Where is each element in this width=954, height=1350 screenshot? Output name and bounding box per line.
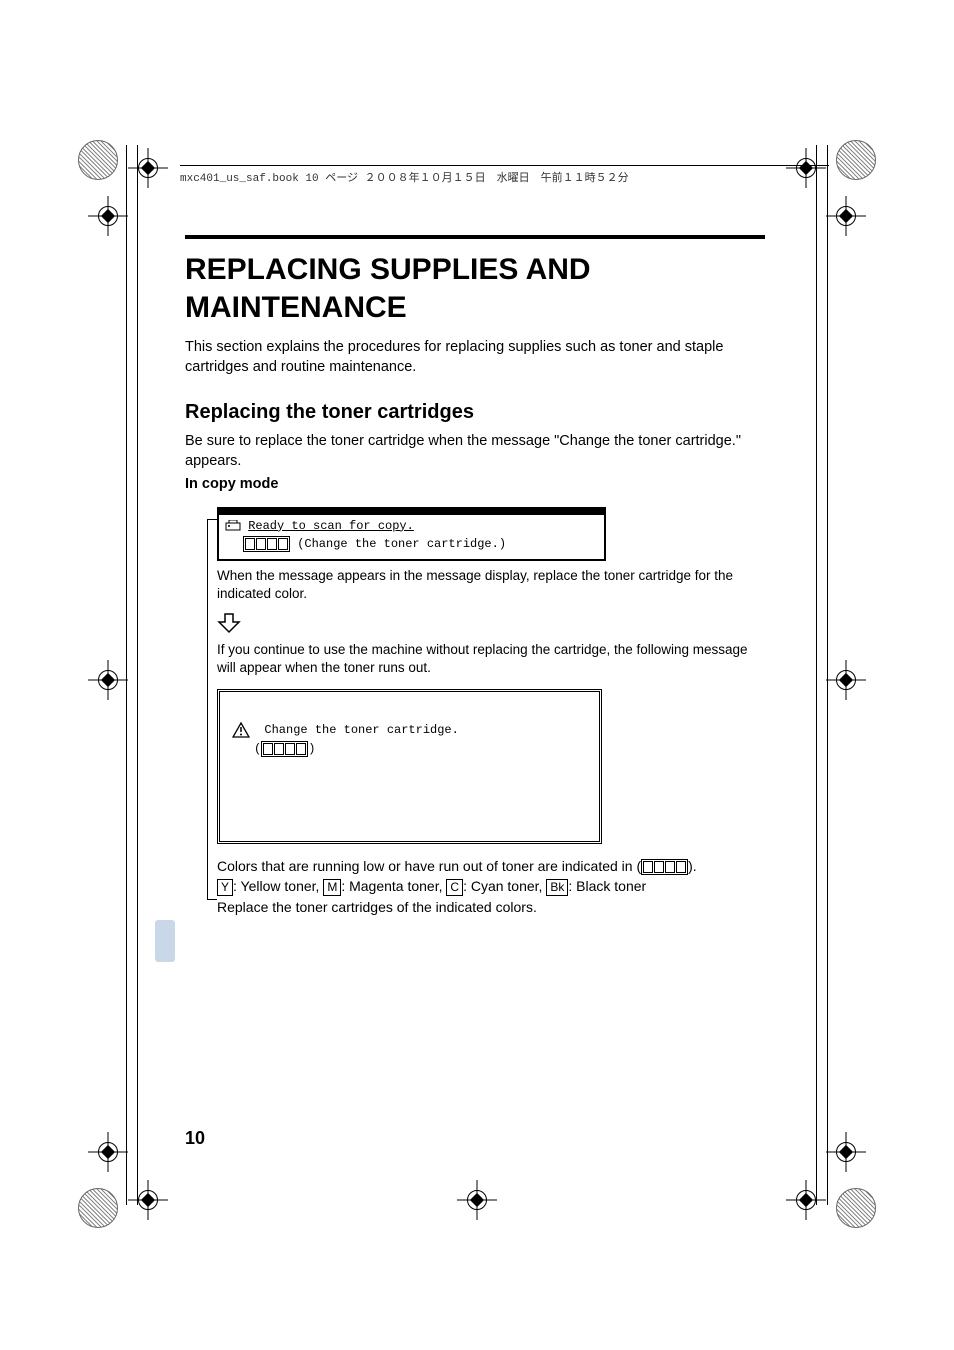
section-tab: [155, 920, 175, 962]
page-number: 10: [185, 1128, 205, 1149]
caption-2: If you continue to use the machine witho…: [217, 641, 765, 677]
toner-indicator-icon: [243, 536, 290, 552]
down-arrow-icon: [217, 612, 765, 639]
page-title: REPLACING SUPPLIES AND MAINTENANCE: [185, 251, 765, 326]
legend-intro-suffix: ).: [688, 858, 697, 874]
display2-line1: Change the toner cartridge.: [264, 723, 458, 737]
legend-final: Replace the toner cartridges of the indi…: [217, 897, 765, 917]
d2-suffix: ): [308, 742, 315, 756]
intro-text: This section explains the procedures for…: [185, 338, 765, 377]
legend-intro-prefix: Colors that are running low or have run …: [217, 858, 641, 874]
caption-1: When the message appears in the message …: [217, 567, 765, 603]
label-c: : Cyan toner,: [463, 878, 546, 894]
key-y: Y: [217, 879, 233, 895]
label-y: : Yellow toner,: [233, 878, 323, 894]
key-bk: Bk: [546, 879, 568, 895]
toner-indicator-icon: [641, 859, 688, 875]
print-header: mxc401_us_saf.book 10 ページ ２００８年１０月１５日 水曜…: [180, 165, 829, 185]
header-text: mxc401_us_saf.book 10 ページ ２００８年１０月１５日 水曜…: [180, 173, 629, 185]
warning-icon: [232, 722, 250, 738]
color-legend: Colors that are running low or have run …: [217, 856, 765, 917]
key-c: C: [446, 879, 463, 895]
key-m: M: [323, 879, 341, 895]
title-rule: [185, 235, 765, 239]
mode-label: In copy mode: [185, 475, 765, 495]
display1-line1: Ready to scan for copy.: [248, 519, 414, 533]
page-content: REPLACING SUPPLIES AND MAINTENANCE This …: [185, 235, 765, 917]
section-body: Be sure to replace the toner cartridge w…: [185, 432, 765, 471]
printer-icon: [225, 520, 241, 532]
d2-prefix: (: [254, 742, 261, 756]
lcd-display-1: Ready to scan for copy. (Change the tone…: [217, 507, 606, 561]
display1-line2: (Change the toner cartridge.): [297, 538, 506, 552]
figure-block: Ready to scan for copy. (Change the tone…: [217, 507, 765, 844]
section-heading: Replacing the toner cartridges: [185, 401, 765, 424]
label-m: : Magenta toner,: [341, 878, 446, 894]
label-bk: : Black toner: [568, 878, 646, 894]
toner-indicator-icon: [261, 741, 308, 757]
lcd-display-2: Change the toner cartridge. (): [217, 689, 602, 844]
